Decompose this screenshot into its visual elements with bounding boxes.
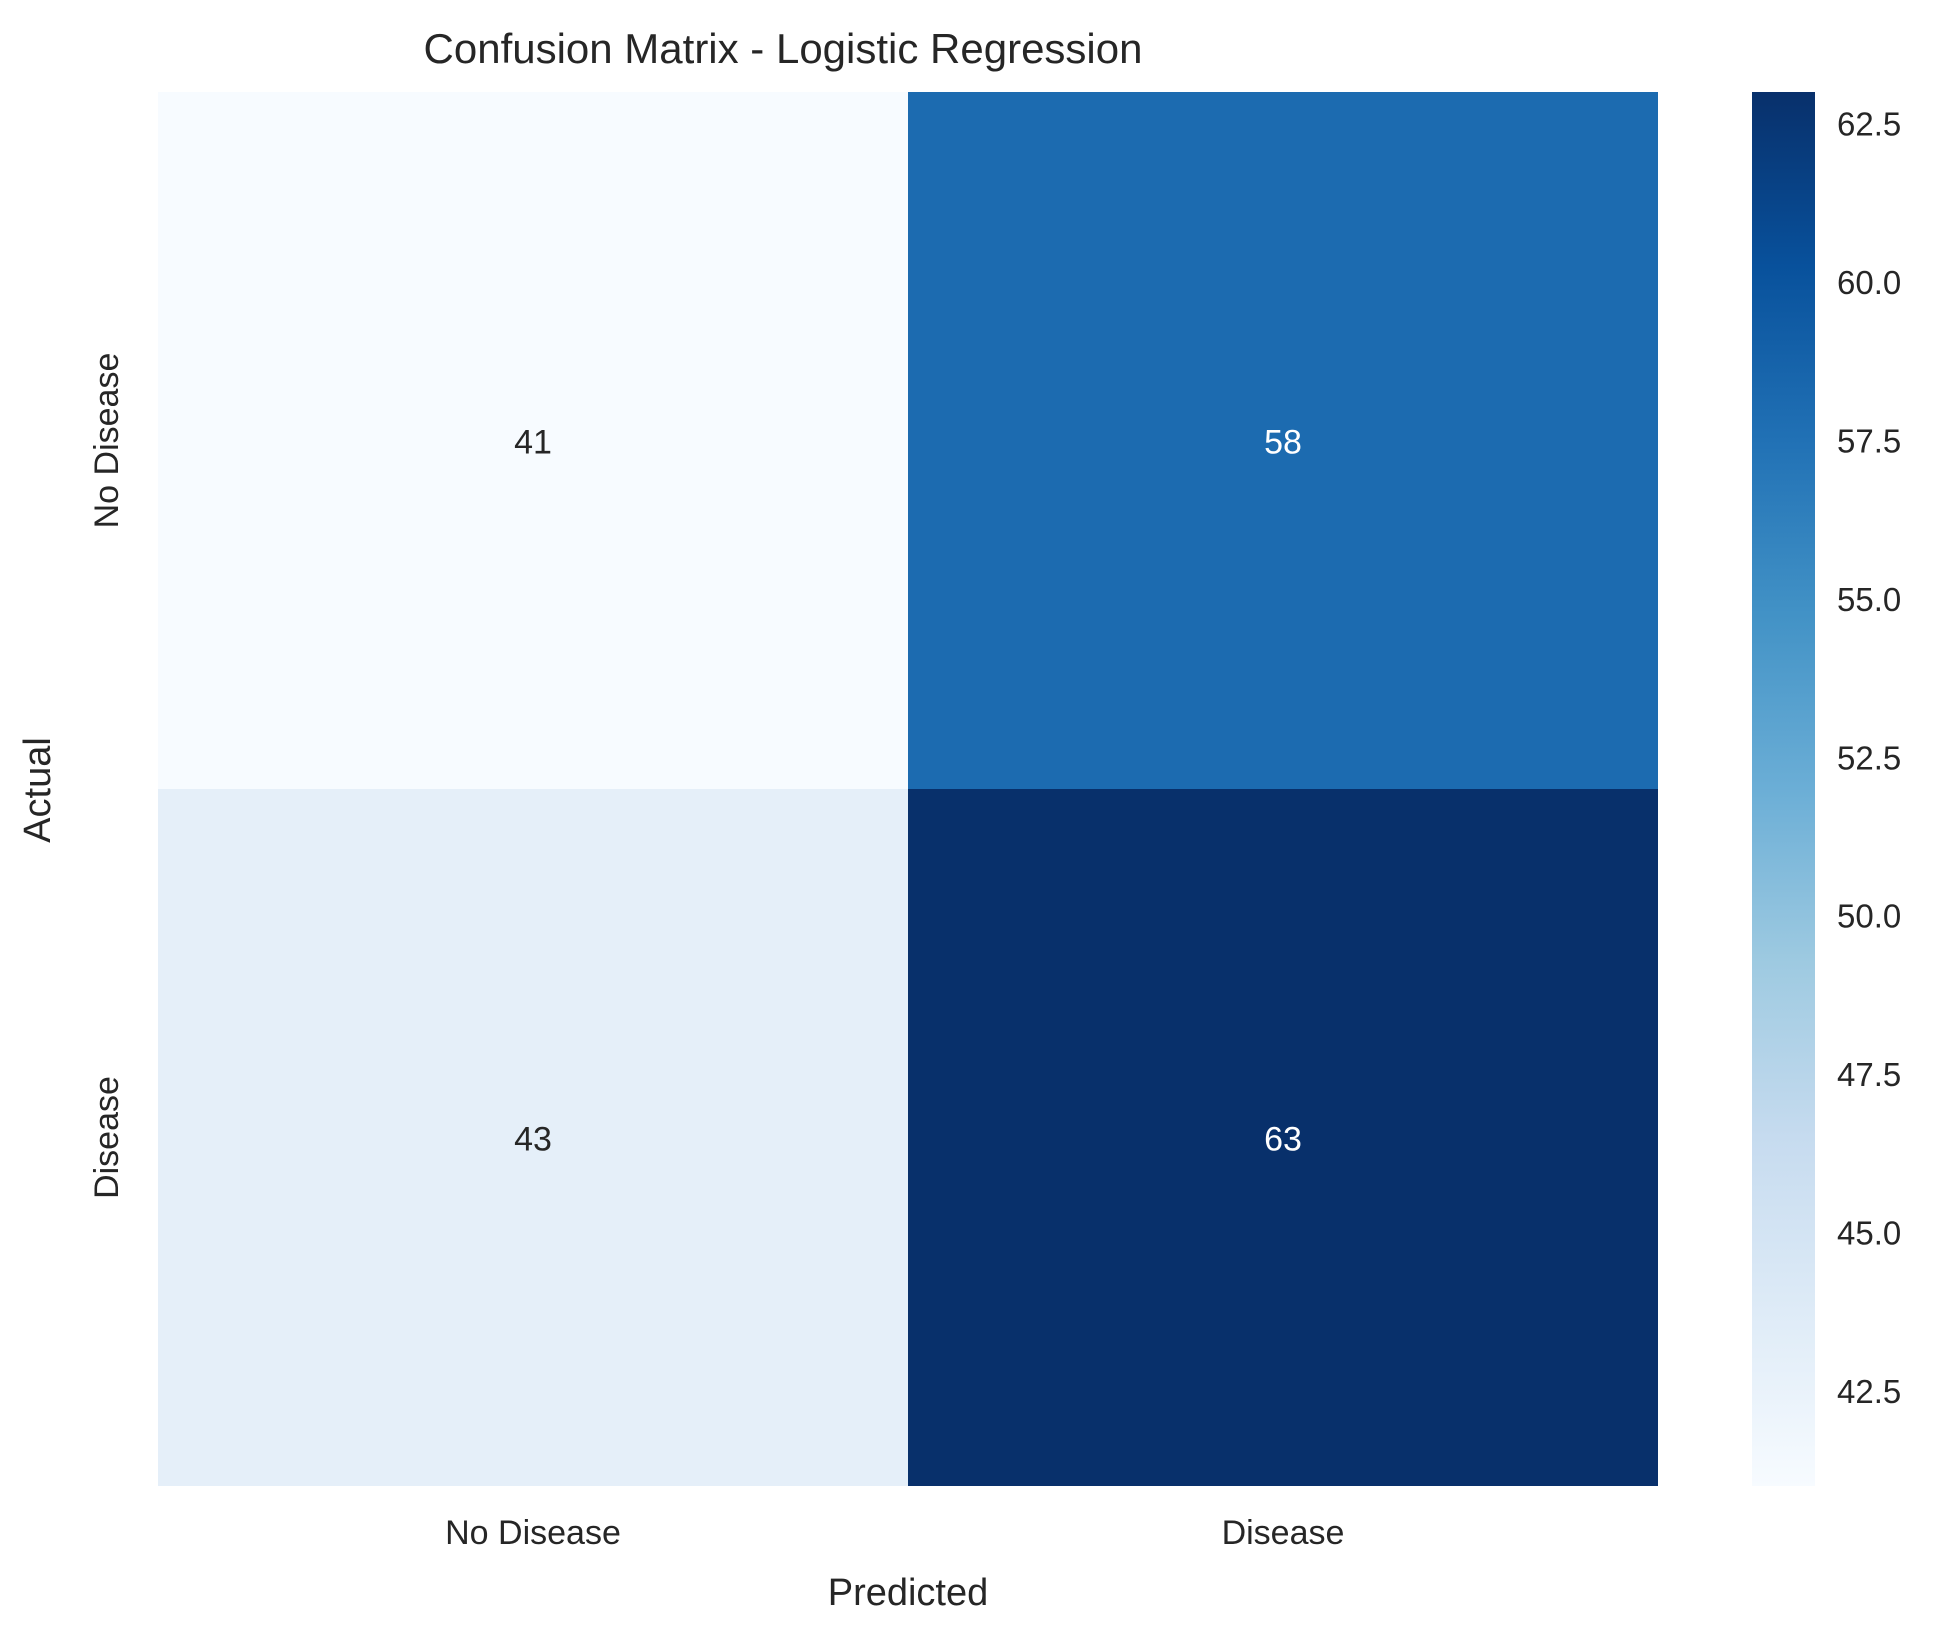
x-tick-label: No Disease xyxy=(445,1514,621,1552)
chart-title: Confusion Matrix - Logistic Regression xyxy=(424,25,1143,72)
cell-value-label: 58 xyxy=(1264,424,1302,462)
y-axis-label: Actual xyxy=(17,737,59,843)
colorbar-tick-label: 52.5 xyxy=(1837,739,1901,776)
colorbar-tick-label: 57.5 xyxy=(1837,423,1901,460)
colorbar-tick-label: 50.0 xyxy=(1837,898,1901,935)
y-tick-label: Disease xyxy=(88,1076,126,1199)
cell-annotations: 41 58 43 63 xyxy=(514,424,1302,1159)
colorbar-tick-label: 62.5 xyxy=(1837,106,1901,143)
colorbar-tick-label: 45.0 xyxy=(1837,1215,1901,1252)
y-tick-labels: No Disease Disease xyxy=(88,353,126,1199)
colorbar-tick-labels: 42.5 45.0 47.5 50.0 52.5 55.0 57.5 60.0 62.5 xyxy=(1837,106,1901,1410)
cell-value-label: 63 xyxy=(1264,1121,1302,1159)
colorbar-tick-label: 42.5 xyxy=(1837,1373,1901,1410)
colorbar-tick-label: 47.5 xyxy=(1837,1056,1901,1093)
y-tick-label: No Disease xyxy=(88,353,126,529)
heatmap-cell xyxy=(158,789,908,1486)
cell-value-label: 43 xyxy=(514,1121,552,1159)
x-axis-label: Predicted xyxy=(828,1572,989,1614)
heatmap-cell xyxy=(158,92,908,789)
heatmap-cells xyxy=(158,92,1658,1486)
heatmap-cell xyxy=(908,789,1658,1486)
colorbar-tick-label: 60.0 xyxy=(1837,264,1901,301)
cell-value-label: 41 xyxy=(514,424,552,462)
colorbar-tick-label: 55.0 xyxy=(1837,581,1901,618)
colorbar xyxy=(1752,92,1815,1486)
x-tick-labels: No Disease Disease xyxy=(445,1514,1344,1552)
heatmap-cell xyxy=(908,92,1658,789)
x-tick-label: Disease xyxy=(1222,1514,1345,1552)
